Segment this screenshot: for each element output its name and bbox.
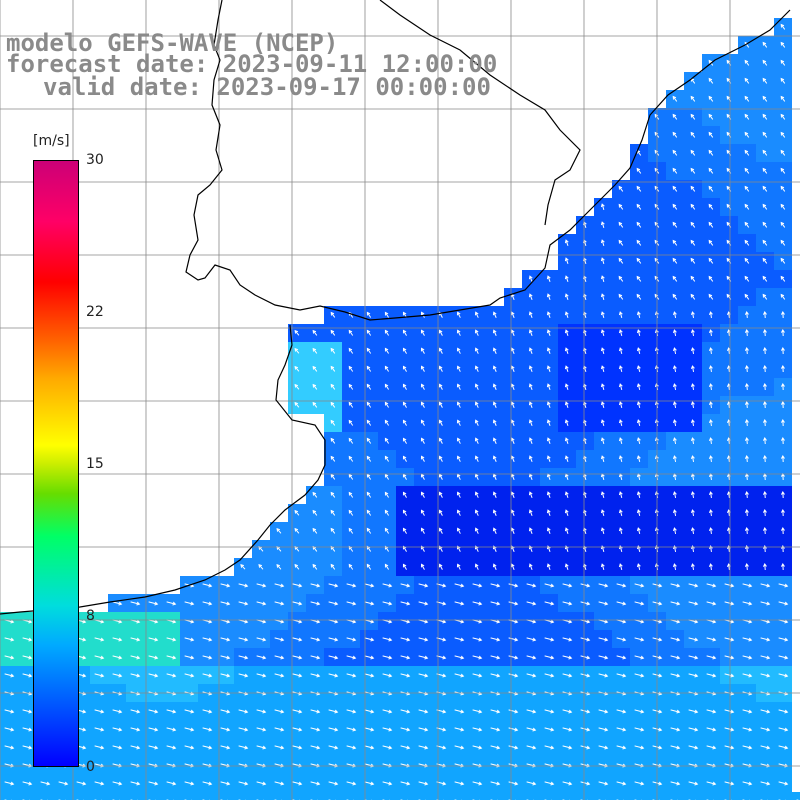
colorbar-tick-8: 8 [86, 608, 95, 624]
colorbar-tick-22: 22 [86, 304, 104, 320]
model-title: modelo GEFS-WAVE (NCEP) [6, 29, 339, 57]
coastline-west [0, 324, 326, 615]
colorbar [33, 160, 79, 767]
colorbar-tick-30: 30 [86, 152, 104, 168]
forecast-date: forecast date: 2023-09-11 12:00:00 [6, 50, 498, 78]
coastline-upper [379, 0, 581, 226]
coastline [185, 0, 791, 321]
colorbar-tick-15: 15 [86, 456, 104, 472]
wind-speed-field [0, 18, 800, 800]
valid-date: valid date: 2023-09-17 00:00:00 [43, 73, 491, 101]
colorbar-tick-0: 0 [86, 759, 95, 775]
colorbar-unit-label: [m/s] [33, 133, 70, 149]
